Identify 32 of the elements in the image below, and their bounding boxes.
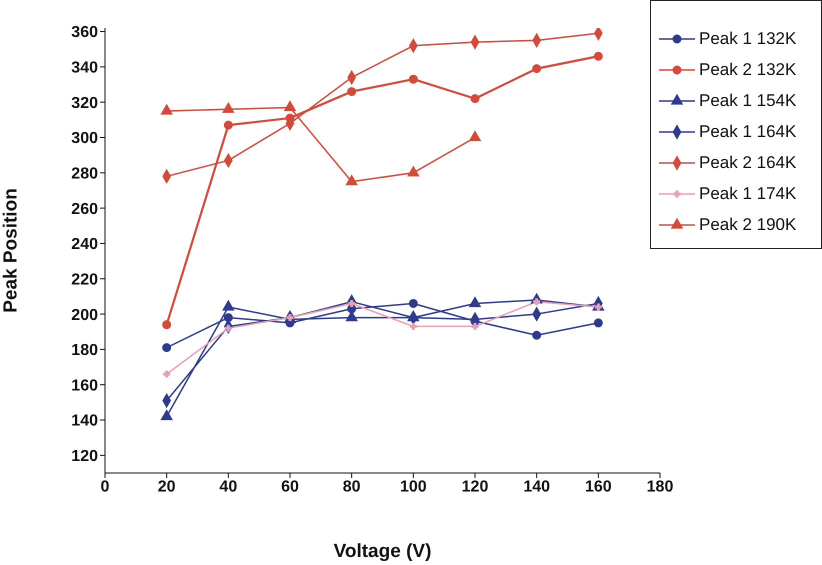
legend-label: Peak 2 190K	[699, 214, 796, 234]
legend-label: Peak 2 132K	[699, 60, 796, 80]
x-tick-label: 180	[646, 478, 674, 496]
y-tick-label: 120	[71, 448, 98, 466]
y-tick-label: 280	[71, 165, 98, 182]
x-tick-label: 160	[584, 478, 612, 496]
y-tick-label: 240	[71, 236, 98, 254]
y-axis-title: Peak Position	[0, 188, 22, 313]
x-tick-label: 40	[219, 478, 238, 496]
y-tick-label: 160	[71, 377, 98, 394]
y-tick-label: 300	[71, 130, 98, 148]
legend-label: Peak 2 164K	[699, 152, 796, 172]
x-tick-label: 60	[281, 478, 299, 496]
x-tick-label: 80	[342, 478, 361, 496]
y-tick-label: 340	[71, 60, 98, 77]
legend-label: Peak 1 174K	[699, 184, 796, 204]
y-tick-label: 260	[71, 200, 98, 218]
y-tick-label: 180	[71, 342, 98, 360]
x-tick-label: 140	[523, 478, 550, 496]
legend-label: Peak 1 154K	[699, 90, 796, 110]
y-tick-label: 200	[71, 306, 98, 324]
y-tick-label: 220	[71, 271, 98, 288]
x-tick-label: 0	[100, 478, 110, 496]
y-tick-label: 360	[71, 24, 98, 42]
x-axis-title: Voltage (V)	[334, 541, 432, 562]
legend-label: Peak 1 132K	[699, 28, 796, 48]
x-tick-label: 100	[400, 478, 427, 496]
y-tick-label: 320	[71, 94, 98, 112]
legend-label: Peak 1 164K	[699, 122, 796, 142]
x-tick-label: 20	[158, 478, 176, 496]
x-tick-label: 120	[462, 478, 488, 496]
y-tick-label: 140	[71, 412, 98, 430]
